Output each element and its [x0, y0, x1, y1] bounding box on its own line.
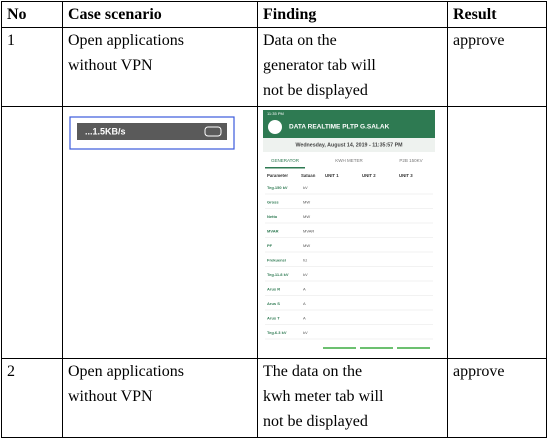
cell-line: kwh meter tab will: [263, 388, 384, 405]
table-body: 1 Open applications without VPN Data on the…: [1, 27, 547, 438]
cell-line: Data on the: [263, 32, 337, 49]
network-speed: ...1.5KB/s: [85, 126, 126, 136]
parameter: PF: [267, 243, 273, 248]
cell-line: not be displayed: [263, 82, 368, 99]
cell-line: not be displayed: [263, 413, 368, 430]
table-cell: Open applications without VPN: [62, 27, 258, 107]
table-row: 2 Open applications without VPN The data on…: [1, 358, 547, 438]
app-title: DATA REALTIME PLTP G.SALAK: [289, 124, 390, 131]
column-label: Satuan: [301, 173, 316, 178]
status-bar-screenshot: ...1.5KB/s: [69, 116, 235, 150]
parameter: Gross: [267, 200, 279, 205]
unit: A: [303, 316, 306, 321]
column-header: Finding: [257, 1, 448, 28]
tab[interactable]: P2B 150KV: [399, 158, 422, 163]
parameter: Frekuensi: [267, 258, 286, 263]
cell-line: generator tab will: [263, 57, 376, 74]
table-cell: Data on the generator tab will not be disp…: [257, 27, 448, 107]
app-screenshot: 11:35 PM DATA REALTIME PLTP G.SALAK Wedn…: [263, 110, 435, 354]
cell-line: approve: [453, 32, 505, 49]
clock: 11:35 PM: [267, 111, 284, 116]
tab[interactable]: GENERATOR: [271, 158, 300, 163]
cell-line: without VPN: [68, 388, 153, 405]
table-cell: 11:35 PM DATA REALTIME PLTP G.SALAK Wedn…: [257, 106, 448, 359]
parameter: Netto: [267, 214, 278, 219]
unit: MW: [303, 214, 310, 219]
table-cell: [1, 106, 63, 359]
unit: kV: [303, 272, 308, 277]
table-cell: The data on the kwh meter tab will not be …: [257, 358, 448, 438]
parameter: Teg.150 kV: [267, 185, 288, 190]
unit: kV: [303, 330, 308, 335]
unit: hz: [303, 258, 307, 263]
table-cell: 1: [1, 27, 63, 107]
column-header: No: [1, 1, 63, 28]
unit: A: [303, 287, 306, 292]
table-cell: Open applications without VPN: [62, 358, 258, 438]
header-row: No Case scenario Finding Result: [1, 1, 547, 28]
parameter: MVAR: [267, 229, 279, 234]
unit: MVAR: [303, 229, 314, 234]
cell-line: approve: [453, 363, 505, 380]
unit: MW: [303, 200, 310, 205]
parameter: Teg.11.8 kV: [267, 272, 289, 277]
table-row: 1 Open applications without VPN Data on the…: [1, 27, 547, 107]
table-cell: [447, 106, 547, 359]
column-header: Result: [447, 1, 547, 28]
table-cell: approve: [447, 358, 547, 438]
column-label: UNIT 3: [399, 173, 413, 178]
cell-line: Open applications: [68, 363, 184, 380]
parameter: Teg.6.3 kV: [267, 330, 287, 335]
unit: kV: [303, 185, 308, 190]
column-label: UNIT 1: [325, 173, 339, 178]
column-label: Parameter: [267, 173, 288, 178]
cell-line: The data on the: [263, 363, 363, 380]
cell-line: 1: [7, 32, 15, 49]
unit: MW: [303, 243, 310, 248]
unit: A: [303, 301, 306, 306]
cell-line: Open applications: [68, 32, 184, 49]
tab[interactable]: KWH METER: [335, 158, 363, 163]
parameter: Arus T: [267, 316, 280, 321]
table-cell: approve: [447, 27, 547, 107]
date: Wednesday, August 14, 2019 - 11:35:57 PM: [295, 142, 403, 148]
table-cell: 2: [1, 358, 63, 438]
column-label: UNIT 2: [362, 173, 376, 178]
parameter: Arus S: [267, 301, 280, 306]
table-cell: ...1.5KB/s: [62, 106, 258, 359]
screenshot-row: ...1.5KB/s 11:35 PM DATA REALTIME PLTP G…: [1, 106, 547, 359]
cell-line: without VPN: [68, 57, 153, 74]
column-header: Case scenario: [62, 1, 258, 28]
parameter: Arus R: [267, 287, 280, 292]
cell-line: 2: [7, 363, 15, 380]
